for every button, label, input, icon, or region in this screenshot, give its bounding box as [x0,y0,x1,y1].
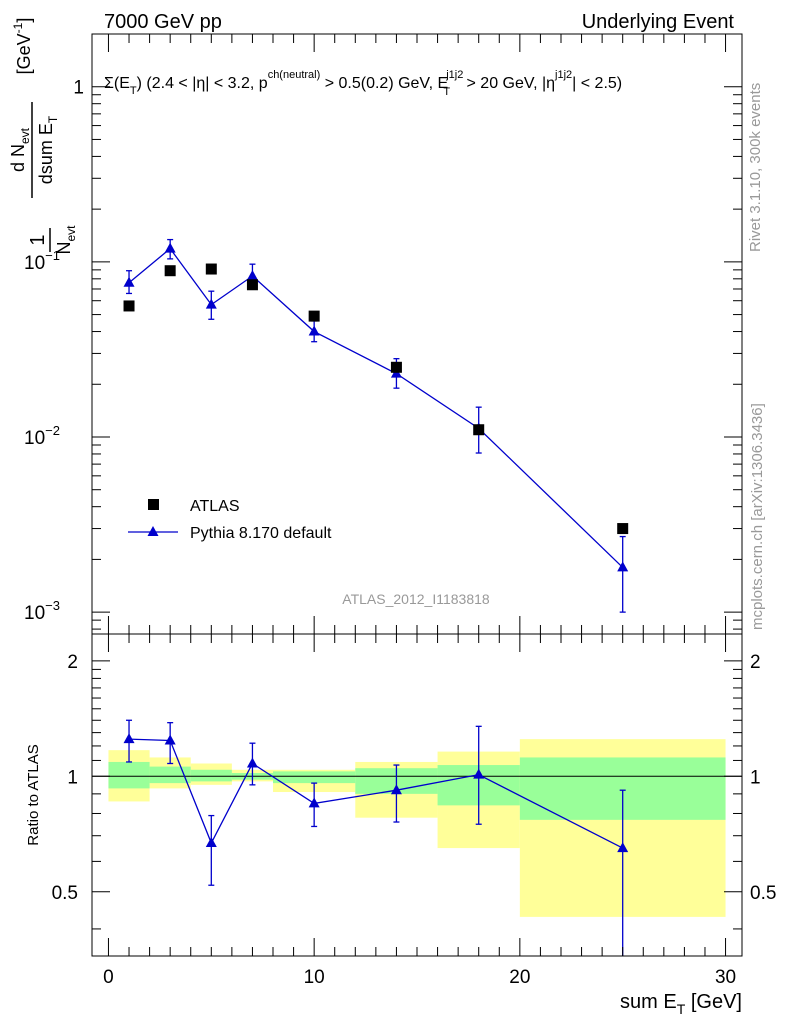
ratio-inner-band [273,771,356,784]
main-y-axis-label-fraction: d Nevt dsum ET [8,102,60,198]
pythia-point [617,561,629,572]
x-tick-label: 0 [103,967,114,988]
legend-atlas-label: ATLAS [190,498,240,515]
legend: ATLAS Pythia 8.170 default [128,498,332,542]
svg-text:1: 1 [27,234,49,245]
mcplots-label: mcplots.cern.ch [arXiv:1306.3436] [749,403,766,630]
ratio-pythia-point [308,797,320,808]
pythia-point [123,276,135,287]
svg-text:d Nevt: d Nevt [8,127,32,172]
ratio-pythia-point [123,733,135,744]
ratio-pythia-point [617,842,629,853]
ratio-pythia-point [164,734,176,745]
ratio-y-tick-label-right: 1 [750,767,761,788]
x-axis-label: sum ET [GeV] [620,991,742,1017]
ratio-pythia-point [246,757,258,768]
legend-pythia-marker [147,526,159,536]
svg-text:Nevt: Nevt [54,225,78,255]
main-y-tick-label: 1 [73,78,84,99]
legend-atlas-marker [148,499,159,510]
analysis-watermark: ATLAS_2012_I1183818 [342,591,490,607]
ratio-plot-area [92,719,742,956]
x-tick-label: 10 [304,967,325,988]
atlas-point [246,279,258,291]
legend-pythia-label: Pythia 8.170 default [190,525,332,542]
ratio-axes: 0.5 0.51 12 20 10 20 30 [52,634,776,988]
x-tick-label: 30 [715,967,736,988]
ratio-pythia-point [390,784,402,795]
main-y-axis-unit: [GeV-1] [11,18,34,75]
header-left: 7000 GeV pp [104,11,222,33]
atlas-point [123,300,135,312]
main-y-tick-label: 10−1 [24,248,60,274]
atlas-point [390,361,402,373]
cut-annotation: Σ(ET) (2.4 < |η| < 3.2, pch(neutral) > 0… [104,69,622,98]
ratio-y-tick-label: 1 [67,767,78,788]
atlas-point [308,310,320,322]
x-tick-label: 20 [509,967,530,988]
main-y-tick-label: 10−2 [24,423,60,449]
main-plot-area [123,238,629,613]
main-panel: 10−3 10−2 10−1 1 Σ(ET) (2.4 < |η| < 3.2, pc… [24,33,743,635]
main-frame [91,33,743,635]
pythia-point [308,325,320,336]
pythia-point [164,242,176,253]
ratio-inner-band [190,769,232,782]
ratio-inner-band [108,761,150,789]
ratio-y-tick-label: 0.5 [52,883,78,904]
ratio-y-tick-label: 2 [67,652,78,673]
ratio-y-tick-label-right: 0.5 [750,883,776,904]
ratio-y-axis-label: Ratio to ATLAS [25,744,42,845]
main-y-axis-label: 1 Nevt [27,225,78,255]
rivet-label: Rivet 3.1.10, 300k events [747,83,764,252]
pythia-point [246,270,258,281]
atlas-point [164,265,176,277]
svg-text:dsum ET: dsum ET [36,115,60,184]
atlas-point [617,523,629,535]
header-right: Underlying Event [582,11,735,33]
pythia-point [205,298,217,309]
main-axes: 10−3 10−2 10−1 1 [24,33,742,634]
ratio-pythia-point [473,768,485,779]
ratio-pythia-point [205,837,217,848]
atlas-point [205,263,217,275]
ratio-inner-band [149,766,191,784]
svg-text:[GeV-1]: [GeV-1] [11,18,34,75]
ratio-pythia-line [129,738,623,849]
main-y-tick-label: 10−3 [24,598,60,624]
pythia-line [128,247,624,568]
ratio-y-tick-label-right: 2 [750,652,761,673]
ratio-panel: 0.5 0.51 12 20 10 20 30 [52,633,776,988]
atlas-point [473,424,485,436]
